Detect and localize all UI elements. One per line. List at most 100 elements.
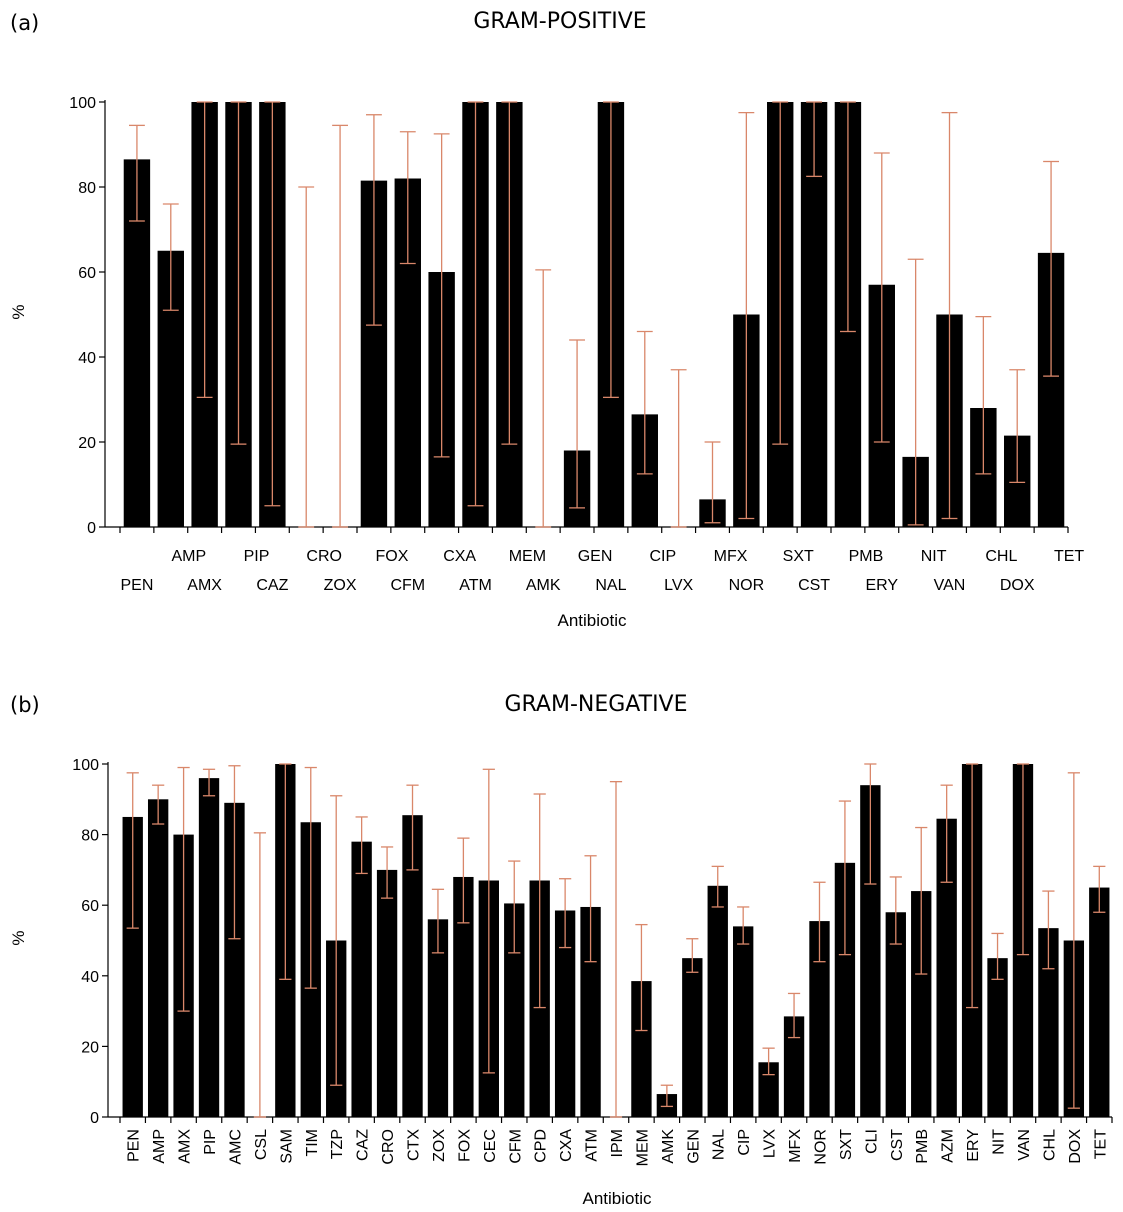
x-tick-label-CFM: CFM [390, 577, 425, 594]
x-tick-label-PMB: PMB [849, 548, 884, 565]
x-tick-label-CAZ: CAZ [355, 1129, 372, 1161]
x-tick-label-TET: TET [1054, 548, 1084, 565]
x-axis-title: Antibiotic [558, 611, 627, 630]
x-tick-label-AMP: AMP [171, 548, 206, 565]
x-tick-label-ERY: ERY [965, 1129, 982, 1162]
x-tick-label-LVX: LVX [664, 577, 693, 594]
x-axis-title: Antibiotic [583, 1189, 652, 1208]
x-tick-label-CRO: CRO [380, 1129, 397, 1165]
bar-AMP [147, 799, 169, 1117]
y-tick-label: 100 [72, 757, 99, 774]
x-tick-label-MFX: MFX [714, 548, 748, 565]
x-tick-label-NOR: NOR [812, 1129, 829, 1165]
bar-ATM [580, 906, 601, 1117]
x-tick-label-CST: CST [798, 577, 830, 594]
x-tick-label-MFX: MFX [787, 1129, 804, 1163]
panel-letter-a: (a) [10, 11, 39, 35]
x-tick-label-NAL: NAL [595, 577, 626, 594]
x-tick-label-AMK: AMK [660, 1129, 677, 1164]
bar-PEN [122, 816, 143, 1117]
bar-CST [885, 912, 906, 1117]
x-tick-label-CRO: CRO [306, 548, 342, 565]
x-tick-label-CEC: CEC [482, 1129, 499, 1163]
x-tick-label-NIT: NIT [921, 548, 947, 565]
x-tick-label-DOX: DOX [1067, 1129, 1084, 1164]
x-tick-label-SXT: SXT [838, 1129, 855, 1160]
x-tick-label-MEM: MEM [634, 1129, 651, 1166]
x-tick-label-AZM: AZM [940, 1129, 957, 1163]
x-tick-label-CFM: CFM [507, 1129, 524, 1164]
bar-FOX [453, 876, 474, 1117]
x-tick-label-ZOX: ZOX [431, 1129, 448, 1162]
bar-TET [1089, 887, 1110, 1117]
x-tick-label-CIP: CIP [736, 1129, 753, 1156]
bar-NOR [809, 921, 830, 1117]
x-tick-label-SXT: SXT [783, 548, 814, 565]
x-tick-label-NOR: NOR [729, 577, 765, 594]
x-tick-label-PIP: PIP [202, 1129, 219, 1155]
bar-CLI [860, 785, 881, 1117]
bar-CXA [554, 910, 576, 1117]
y-tick-label: 60 [78, 265, 96, 282]
x-tick-label-TIM: TIM [304, 1129, 321, 1157]
x-tick-label-TET: TET [1092, 1129, 1109, 1159]
y-tick-label: 40 [78, 350, 96, 367]
y-tick-label: 80 [78, 180, 96, 197]
x-tick-label-AMK: AMK [526, 577, 561, 594]
chart-gram-positive: 0 20 40 60 80 100 PEN AMP AMX PIP CAZ CRO ZOX FOX CFM C… [9, 95, 1084, 630]
x-tick-label-CTX: CTX [406, 1129, 423, 1161]
bar-LVX [758, 1062, 779, 1117]
x-tick-label-CHL: CHL [1041, 1129, 1058, 1161]
bar-NIT [987, 958, 1008, 1117]
x-tick-label-PIP: PIP [244, 548, 270, 565]
bar-GEN [682, 958, 703, 1117]
x-tick-label-NAL: NAL [711, 1129, 728, 1160]
x-tick-label-ZOX: ZOX [324, 577, 357, 594]
x-tick-label-DOX: DOX [1000, 577, 1035, 594]
bar-PMB [911, 891, 932, 1117]
x-tick-label-GEN: GEN [685, 1129, 702, 1164]
x-tick-label-AMP: AMP [151, 1129, 168, 1164]
x-tick-label-LVX: LVX [762, 1129, 779, 1158]
x-tick-label-TZP: TZP [329, 1129, 346, 1159]
x-tick-label-FOX: FOX [456, 1129, 473, 1162]
bar-CIP [733, 926, 754, 1117]
y-tick-label: 20 [78, 435, 96, 452]
bar-MEM [631, 981, 652, 1117]
x-tick-label-NIT: NIT [991, 1129, 1008, 1155]
x-tick-label-IPM: IPM [609, 1129, 626, 1157]
bar-CTX [402, 815, 423, 1117]
chart-title-b: GRAM-NEGATIVE [504, 692, 687, 717]
x-tick-label-MEM: MEM [509, 548, 546, 565]
x-tick-label-AMX: AMX [187, 577, 222, 594]
y-tick-label: 20 [81, 1039, 99, 1056]
x-tick-label-CST: CST [889, 1129, 906, 1161]
x-tick-label-CLI: CLI [863, 1129, 880, 1154]
y-tick-label: 60 [81, 898, 99, 915]
bar-MFX [783, 1016, 805, 1117]
bar-CAZ [351, 841, 372, 1117]
x-tick-label-PMB: PMB [914, 1129, 931, 1164]
y-tick-label: 0 [90, 1110, 99, 1127]
bar-NAL [707, 885, 728, 1117]
bar-AZM [936, 818, 957, 1117]
x-tick-label-VAN: VAN [934, 577, 966, 594]
bar-CFM [504, 903, 525, 1117]
chart-gram-negative: 0 20 40 60 80 100 PEN AMP AMX PIP AMC CSL SAM TIM TZP C… [9, 757, 1113, 1208]
bar-ZOX [427, 919, 449, 1117]
y-tick-label: 100 [69, 95, 96, 112]
x-tick-label-FOX: FOX [375, 548, 408, 565]
x-tick-label-VAN: VAN [1016, 1129, 1033, 1161]
x-tick-label-CSL: CSL [253, 1129, 270, 1160]
y-tick-label: 0 [87, 520, 96, 537]
y-tick-label: 40 [81, 969, 99, 986]
bar-CRO [376, 869, 398, 1117]
bar-CHL [1038, 928, 1059, 1117]
y-tick-label: 80 [81, 828, 99, 845]
x-tick-label-ERY: ERY [865, 577, 898, 594]
x-tick-label-AMX: AMX [177, 1129, 194, 1164]
y-axis-title: % [9, 930, 28, 945]
x-tick-label-PEN: PEN [126, 1129, 143, 1162]
x-tick-label-CIP: CIP [649, 548, 676, 565]
